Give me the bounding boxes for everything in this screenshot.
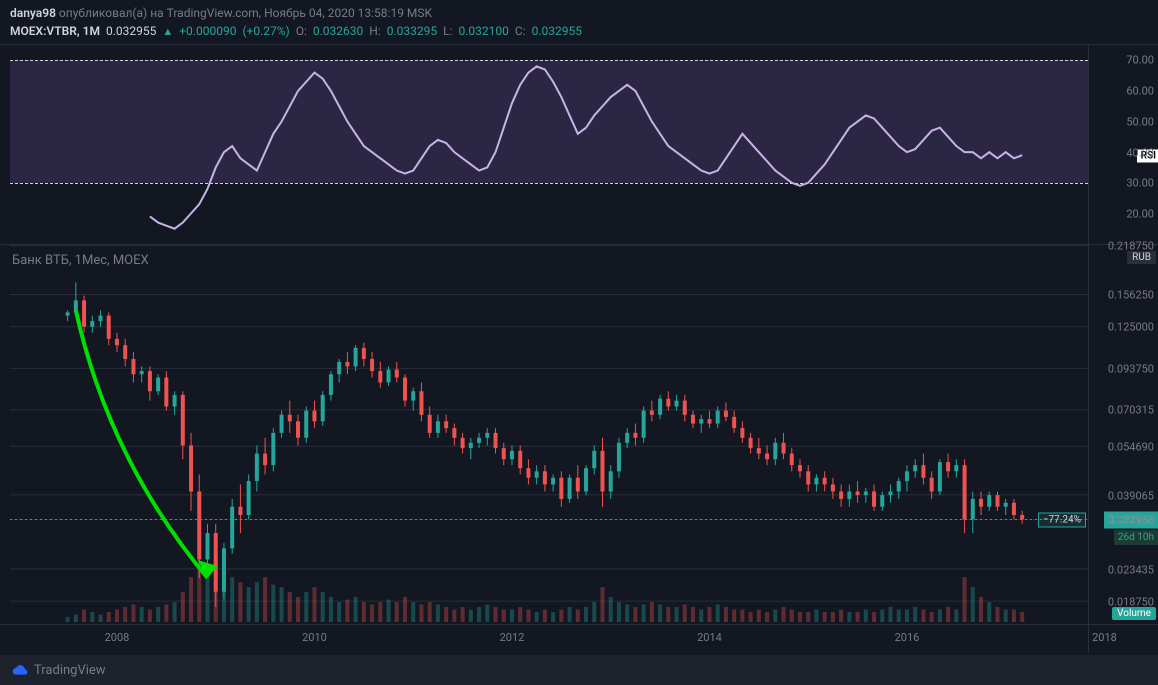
time-axis: 20082010201220142016201820202022 (0, 624, 1158, 652)
rsi-y-axis: RSI 20.0030.0040.0050.0060.0070.00 (1088, 45, 1158, 244)
rsi-line-svg (10, 45, 1088, 244)
price-ytick: 0.032955 (1108, 514, 1154, 527)
publish-header: danya98 опубликовал(а) на TradingView.co… (0, 0, 1158, 24)
h-value: 0.033295 (387, 24, 437, 38)
x-tick: 2016 (895, 631, 920, 644)
publish-timestamp: Ноябрь 04, 2020 13:58:19 MSK (264, 6, 432, 20)
rsi-ytick: 40.00 (1126, 146, 1154, 159)
time-axis-spacer (1088, 625, 1158, 652)
up-arrow-icon: ▲ (162, 25, 173, 38)
volume-badge: Volume (1112, 607, 1156, 620)
rsi-ytick: 60.00 (1126, 85, 1154, 98)
o-label: O: (296, 24, 307, 38)
price-y-axis: RUB Volume 0.032955 26d 10h 0.018750 0.02… (1088, 245, 1158, 624)
price-pane[interactable]: Банк ВТБ, 1Мес, MOEX −77.24% RUB Volume … (0, 244, 1158, 624)
price-ytick: 0.018750 (1108, 596, 1154, 609)
rsi-plot (10, 45, 1088, 244)
username: danya98 (10, 6, 56, 20)
countdown-label: 26d 10h (1114, 530, 1158, 545)
price-svg (10, 245, 1088, 624)
symbol-label: MOEX:VTBR, 1M (10, 24, 100, 38)
currency-badge: RUB (1127, 251, 1156, 264)
price-ytick: 0.023435 (1108, 563, 1154, 576)
cloud-icon (12, 662, 28, 678)
o-value: 0.032630 (313, 24, 363, 38)
rsi-ytick: 20.00 (1126, 208, 1154, 221)
price-plot: −77.24% (10, 245, 1088, 624)
price-ytick: 0.156250 (1108, 288, 1154, 301)
h-label: H: (369, 24, 380, 38)
price-ytick: 0.054690 (1108, 440, 1154, 453)
change-abs: +0.000090 (179, 24, 236, 38)
footer: TradingView (0, 655, 1158, 685)
price-ytick: 0.093750 (1108, 362, 1154, 375)
price-ytick: 0.125000 (1108, 320, 1154, 333)
x-tick: 2010 (302, 631, 327, 644)
pct-change-badge: −77.24% (1038, 513, 1086, 528)
price-ytick: 0.039065 (1108, 489, 1154, 502)
rsi-ytick: 70.00 (1126, 54, 1154, 67)
x-tick: 2008 (105, 631, 130, 644)
time-region: 20082010201220142016201820202022 (10, 625, 1088, 652)
rsi-pane[interactable]: RSI 20.0030.0040.0050.0060.0070.00 (0, 44, 1158, 244)
l-value: 0.032100 (458, 24, 508, 38)
rsi-ytick: 50.00 (1126, 115, 1154, 128)
l-label: L: (443, 24, 452, 38)
c-label: C: (515, 24, 526, 38)
rsi-ytick: 30.00 (1126, 177, 1154, 190)
published-text: опубликовал(а) на TradingView.com, (59, 6, 261, 20)
change-pct: (+0.27%) (242, 24, 289, 38)
brand-label: TradingView (34, 663, 106, 678)
last-price: 0.032955 (106, 24, 156, 38)
x-tick: 2014 (697, 631, 722, 644)
ohlc-row: MOEX:VTBR, 1M 0.032955 ▲ +0.000090 (+0.2… (0, 24, 1158, 44)
price-pane-title: Банк ВТБ, 1Мес, MOEX (12, 253, 149, 268)
price-ytick: 0.218750 (1108, 239, 1154, 252)
price-ytick: 0.070315 (1108, 404, 1154, 417)
c-value: 0.032955 (532, 24, 582, 38)
x-tick: 2012 (500, 631, 525, 644)
